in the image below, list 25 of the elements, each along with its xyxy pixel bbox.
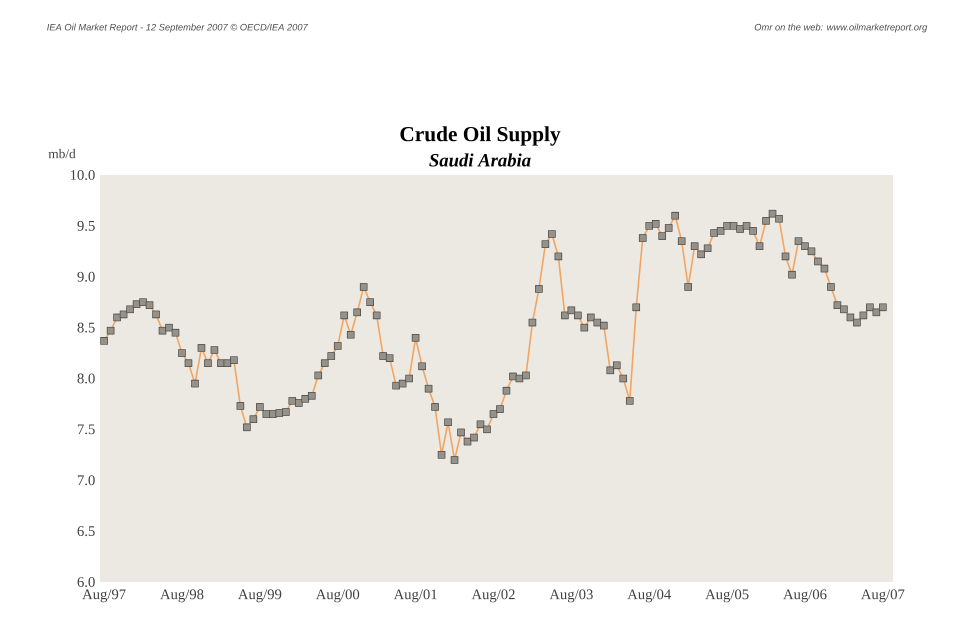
x-tick-label: Aug/02: [472, 589, 515, 602]
x-tick-label: Aug/00: [316, 589, 360, 602]
y-tick-label: 6.0: [78, 577, 95, 587]
x-tick-label: Aug/05: [705, 589, 749, 602]
y-axis-title: mb/d: [48, 148, 76, 158]
y-tick-label: 8.0: [78, 374, 95, 384]
y-tick-label: 10.0: [70, 170, 95, 180]
x-tick-label: Aug/04: [627, 589, 671, 602]
x-tick-label: Aug/98: [160, 589, 204, 602]
text: IEA Oil Market Report - 12 September 2007 © OECD/IEA 2007: [47, 24, 308, 32]
y-tick-label: 7.0: [78, 475, 95, 486]
y-tick-label: 7.5: [78, 424, 95, 434]
chart-title: Crude Oil Supply: [400, 126, 560, 146]
x-tick-label: Aug/03: [550, 589, 593, 602]
y-tick-label: 8.5: [78, 322, 95, 333]
x-tick-label: Aug/06: [783, 589, 827, 602]
chart-subtitle: Saudi Arabia: [429, 153, 531, 167]
x-tick-label: Aug/99: [238, 589, 282, 602]
x-tick-label: Aug/97: [82, 589, 126, 602]
y-tick-label: 9.5: [77, 220, 95, 231]
y-tick-label: 6.5: [78, 526, 95, 536]
y-tick-label: 9.0: [77, 272, 95, 282]
text: Omr on the web: www.oilmarketreport.org: [754, 24, 928, 32]
x-tick-label: Aug/01: [394, 589, 437, 602]
x-tick-label: Aug/07: [860, 589, 904, 602]
